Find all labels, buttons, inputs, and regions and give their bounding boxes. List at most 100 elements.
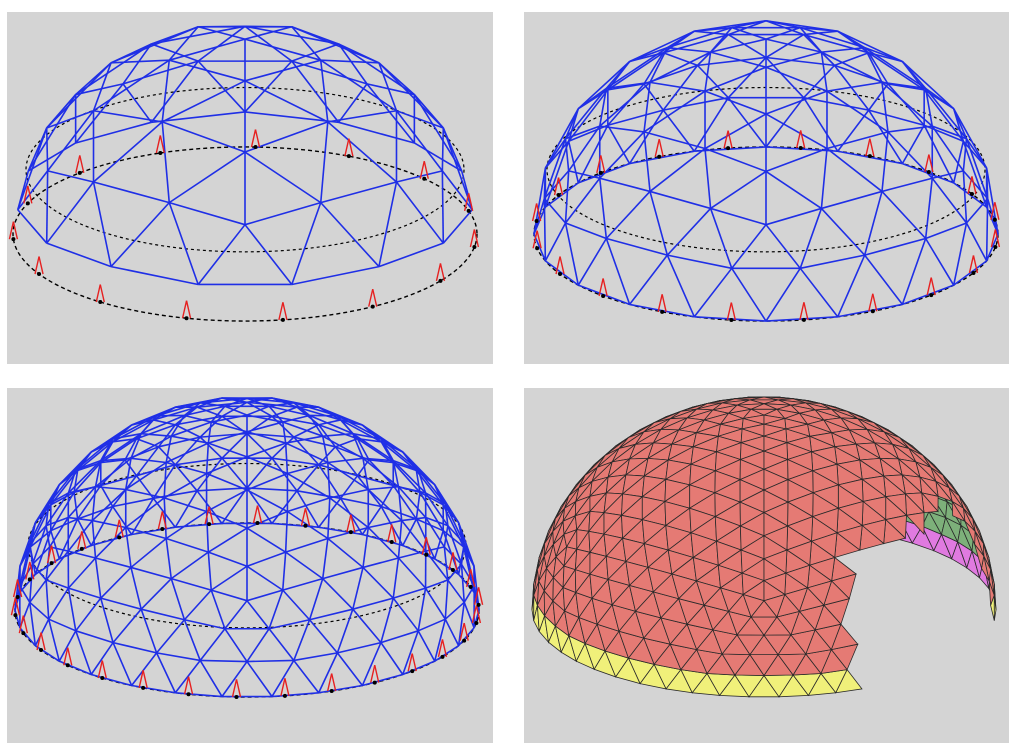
frame-member <box>112 642 133 686</box>
support-node <box>98 300 103 305</box>
frame-member <box>246 487 273 524</box>
frame-member <box>321 436 329 463</box>
frame-member <box>50 470 79 506</box>
frame-member <box>924 178 934 239</box>
support-leg <box>77 531 83 550</box>
frame-member <box>244 151 322 204</box>
frame-member <box>153 406 198 421</box>
frame-member <box>58 630 77 662</box>
frame-member <box>320 59 397 112</box>
frame-member <box>543 198 567 224</box>
support-node <box>49 561 54 566</box>
frame-member <box>826 90 889 133</box>
frame-member <box>366 83 415 144</box>
frame-member <box>932 170 964 180</box>
support-node <box>993 245 998 250</box>
frame-member <box>357 438 394 464</box>
frame-member <box>75 630 114 644</box>
support-node <box>468 584 473 589</box>
frame-member <box>130 566 172 580</box>
support-leg <box>872 293 878 312</box>
frame-member <box>268 401 294 408</box>
frame-member <box>473 566 480 611</box>
frame-member <box>246 600 270 630</box>
frame-member <box>378 62 398 112</box>
frame-member <box>246 551 286 568</box>
frame-member <box>803 30 838 36</box>
frame-member <box>362 533 403 547</box>
frame-member <box>462 546 475 593</box>
support-leg <box>387 524 393 543</box>
support-node <box>13 613 18 618</box>
support-leg <box>330 673 337 692</box>
frame-member <box>100 566 132 599</box>
frame-member <box>94 526 127 559</box>
support-leg <box>346 514 352 533</box>
support-leg <box>75 155 81 174</box>
support-legs <box>8 129 480 322</box>
frame-member <box>246 628 270 662</box>
frame-member <box>168 202 199 285</box>
frame-member <box>924 88 934 127</box>
frame-member <box>282 414 310 423</box>
support-node <box>160 526 165 531</box>
frame-member <box>704 148 712 209</box>
frame-member <box>425 579 449 589</box>
frame-member <box>606 81 651 90</box>
frame-member <box>447 525 463 565</box>
frame-member <box>765 33 805 59</box>
frame-member <box>704 147 767 173</box>
frame-member <box>246 527 287 553</box>
frame-member <box>628 254 668 305</box>
support-node <box>348 530 353 535</box>
support-leg <box>350 514 356 533</box>
frame-member <box>362 458 370 490</box>
support-node <box>370 304 375 309</box>
frame-member <box>417 588 427 631</box>
geodesic-dome-wireframe-2 <box>531 19 1001 323</box>
frame-member <box>368 519 402 529</box>
frame-member <box>544 108 580 169</box>
frame-member <box>183 589 212 621</box>
frame-member <box>378 181 398 267</box>
frame-member <box>221 432 248 459</box>
support-node <box>280 317 285 322</box>
frame-member <box>309 414 354 435</box>
frame-member <box>826 147 883 193</box>
frame-member <box>174 406 198 426</box>
frame-member <box>962 140 988 169</box>
dome-clad-panel <box>524 388 1009 743</box>
dome-wireframe-panel-1 <box>7 12 493 364</box>
frame-member <box>953 260 988 286</box>
support-leg <box>25 561 31 580</box>
frame-member <box>667 254 732 270</box>
frame-member <box>710 207 767 226</box>
frame-member <box>457 522 465 548</box>
support-leg <box>477 587 484 605</box>
support-leg <box>344 138 350 157</box>
frame-member <box>666 254 696 318</box>
frame-member <box>319 121 329 203</box>
cladding-panel <box>964 521 976 545</box>
frame-member <box>321 538 329 579</box>
frame-member <box>100 438 137 464</box>
support-node <box>207 522 212 527</box>
support-node <box>926 170 931 175</box>
frame-member <box>90 642 114 675</box>
frame-member <box>211 421 248 433</box>
frame-member <box>291 26 380 64</box>
frame-member <box>319 60 329 122</box>
frame-member <box>415 470 444 506</box>
frame-member <box>29 525 47 545</box>
frame-member <box>765 170 822 210</box>
support-node <box>372 680 377 685</box>
frame-member <box>368 459 394 486</box>
geodesic-dome-clad <box>531 396 997 698</box>
frame-member <box>45 579 69 589</box>
support-leg <box>391 524 397 543</box>
frame-member <box>246 442 286 458</box>
frame-member <box>92 62 112 112</box>
frame-member <box>318 423 358 440</box>
support-leg <box>138 670 144 688</box>
support-leg <box>411 653 417 672</box>
